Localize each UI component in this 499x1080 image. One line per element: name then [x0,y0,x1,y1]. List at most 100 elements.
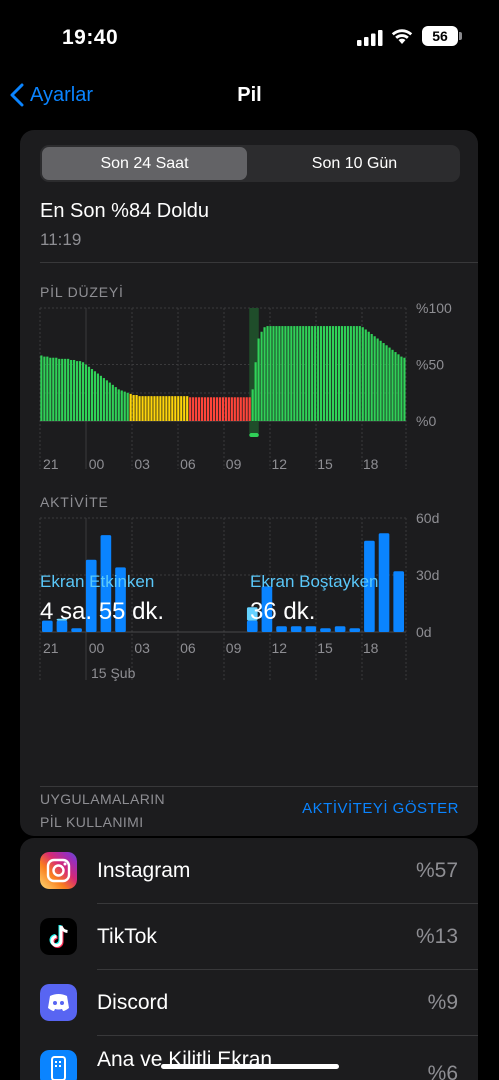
last-charged-title: En Son %84 Doldu [40,200,210,222]
battery-bar [200,397,204,421]
battery-bar [251,389,254,421]
home-lock-screen-icon [40,1050,77,1080]
battery-bar [70,359,73,421]
y-tick-label: 60d [416,510,439,526]
battery-bar [379,340,382,421]
battery-bar [308,326,311,421]
x-tick-label: 06 [180,640,196,656]
tab-last-10-days[interactable]: Son 10 Gün [311,155,398,172]
activity-bar [85,559,97,632]
battery-bar [317,326,320,421]
battery-bar [183,396,186,421]
app-name: Discord [97,991,169,1014]
battery-bar [305,326,308,421]
battery-bar [361,327,364,421]
battery-bar [165,396,168,421]
x-tick-label: 21 [43,456,59,472]
battery-bar [233,397,236,421]
battery-bar [55,357,58,421]
battery-bar [180,396,183,421]
battery-bar [135,395,138,421]
battery-bar [394,352,397,421]
date-label: 15 Şub [91,665,136,681]
activity-bar [393,571,404,632]
battery-bar [263,327,266,421]
battery-level-label: PİL DÜZEYİ [40,284,124,300]
list-item-instagram[interactable]: Instagram %57 [20,838,478,904]
x-tick-label: 00 [89,456,105,472]
x-tick-label: 00 [89,640,105,656]
activity-bar [56,620,68,632]
battery-bar [73,359,76,421]
cellular-signal-icon [357,30,383,46]
battery-bar [290,326,293,421]
y-tick-label: %50 [416,357,444,373]
app-name: TikTok [97,925,157,948]
battery-bar [230,397,233,421]
battery-bar [287,326,290,421]
apps-usage-header: UYGULAMALARIN PİL KULLANIMI [40,788,165,834]
activity-bar [305,626,317,632]
x-tick-label: 06 [180,456,196,472]
activity-bar [320,628,331,632]
battery-bar [138,396,141,421]
battery-bar [340,326,344,421]
battery-bar [331,326,335,421]
battery-bar [269,326,272,421]
battery-bar [64,358,67,421]
battery-tip [459,32,462,40]
battery-bar [403,357,406,421]
battery-bar [40,355,43,421]
period-segmented-control: Son 24 Saat Son 10 Gün [40,145,460,182]
battery-bar [67,358,70,421]
screen-off-usage: Ekran Boştayken 36 dk. [250,572,379,626]
battery-bar [159,396,162,421]
battery-bar [299,326,302,421]
battery-bar [150,396,153,421]
back-button[interactable]: Ayarlar [10,83,93,107]
battery-bar [337,326,341,421]
battery-bar [168,396,171,421]
app-percent: %13 [415,925,458,948]
tab-last-24-hours[interactable]: Son 24 Saat [42,147,247,180]
battery-bar [129,393,132,421]
home-indicator[interactable] [161,1064,339,1069]
battery-bar [272,326,275,421]
battery-bar [242,397,245,421]
battery-bar [385,345,388,421]
activity-bar-idle [56,618,68,621]
list-item-tiktok[interactable]: TikTok %13 [20,904,478,970]
battery-bar [162,396,165,421]
battery-bar [120,390,123,421]
y-tick-label: 0d [416,624,432,640]
battery-bar [147,396,150,421]
battery-bar [355,326,358,421]
app-percent: %9 [427,991,458,1014]
divider [97,903,478,904]
x-tick-label: 15 [317,640,333,656]
apps-header-line1: UYGULAMALARIN [40,791,166,807]
show-activity-button[interactable]: AKTİVİTEYİ GÖSTER [302,800,459,817]
battery-bar [43,356,46,421]
list-item-discord[interactable]: Discord %9 [20,970,478,1036]
battery-bar [111,384,114,421]
x-tick-label: 12 [272,640,288,656]
battery-bar [227,397,230,421]
battery-bar [52,357,55,421]
x-tick-label: 18 [363,456,379,472]
battery-bar [156,396,159,421]
battery-bar [189,397,192,421]
app-percent: %57 [415,859,458,882]
activity-bar [378,533,390,632]
battery-bar [284,326,287,421]
battery-bar [397,354,400,421]
battery-bar [239,397,242,421]
list-item-home-lock-screen[interactable]: Ana ve Kilitli Ekran %6 [20,1036,478,1080]
divider [97,969,478,970]
nav-bar: Ayarlar Pil [0,78,499,118]
battery-bar [174,396,177,421]
battery-bar [296,326,299,421]
battery-bar [325,326,329,421]
battery-bar [367,331,370,421]
battery-bar [260,331,263,421]
